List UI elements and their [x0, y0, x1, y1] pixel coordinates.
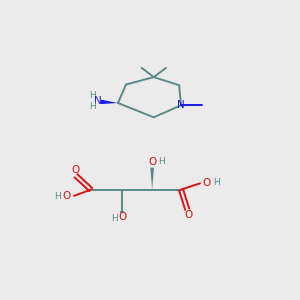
Text: O: O: [184, 210, 192, 220]
Text: H: H: [213, 178, 219, 188]
Text: O: O: [118, 212, 127, 222]
Polygon shape: [150, 168, 154, 190]
Text: N: N: [177, 100, 184, 110]
Text: H: H: [54, 192, 61, 201]
Text: O: O: [148, 157, 157, 167]
Text: O: O: [71, 165, 80, 175]
Text: O: O: [62, 191, 70, 201]
Text: N: N: [94, 96, 102, 106]
Text: H: H: [158, 158, 165, 166]
Polygon shape: [100, 100, 118, 104]
Text: H: H: [111, 214, 117, 223]
Text: H: H: [90, 91, 96, 100]
Text: O: O: [203, 178, 211, 188]
Text: H: H: [90, 102, 96, 111]
